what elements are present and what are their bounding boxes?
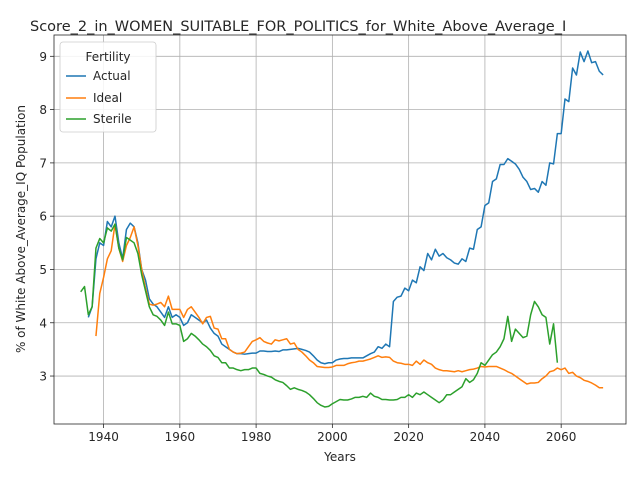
x-tick-label: 2040	[470, 430, 501, 444]
grid	[54, 35, 626, 424]
legend-box	[59, 41, 157, 133]
legend: Fertility Actual Ideal Sterile	[59, 41, 157, 133]
series-line-sterile	[80, 223, 559, 408]
legend-label-ideal: Ideal	[93, 91, 122, 105]
axis-ticks: 1940 1960 1980 2000 2020 2040 2060 3 4 5 6 7 8 9	[39, 50, 576, 444]
x-tick-label: 1980	[241, 430, 272, 444]
y-tick-label: 7	[39, 156, 47, 170]
y-tick-label: 3	[39, 370, 47, 384]
x-tick-label: 2060	[546, 430, 577, 444]
y-tick-label: 4	[39, 316, 47, 330]
series-line-ideal	[95, 223, 604, 389]
legend-label-actual: Actual	[93, 69, 131, 83]
y-tick-label: 9	[39, 50, 47, 64]
x-tick-label: 1940	[88, 430, 119, 444]
legend-label-sterile: Sterile	[93, 112, 132, 126]
legend-title: Fertility	[85, 50, 130, 64]
plot-frame	[53, 34, 627, 425]
x-tick-label: 2020	[393, 430, 424, 444]
y-tick-label: 6	[39, 210, 47, 224]
series-line-actual	[87, 50, 604, 365]
y-axis-label: % of White Above_Average_IQ Population	[14, 105, 28, 353]
y-tick-label: 8	[39, 103, 47, 117]
y-tick-label: 5	[39, 263, 47, 277]
series-lines	[80, 50, 604, 408]
x-axis-label: Years	[323, 450, 356, 464]
x-tick-label: 2000	[317, 430, 348, 444]
chart-title: Score_2_in_WOMEN_SUITABLE_FOR_POLITICS_f…	[30, 19, 566, 35]
x-tick-label: 1960	[165, 430, 196, 444]
